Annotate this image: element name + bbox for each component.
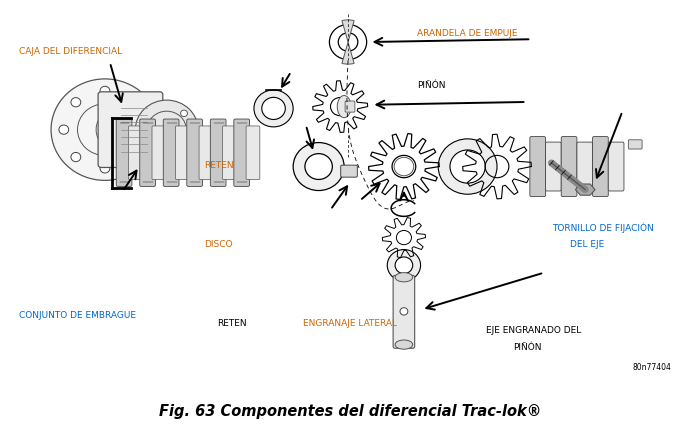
Polygon shape <box>575 184 595 195</box>
Circle shape <box>181 143 188 149</box>
Text: DISCO: DISCO <box>204 240 233 249</box>
Circle shape <box>135 100 198 159</box>
FancyBboxPatch shape <box>140 119 155 186</box>
Text: 80n77404: 80n77404 <box>632 363 671 372</box>
Circle shape <box>400 308 408 315</box>
Text: PIÑÓN: PIÑÓN <box>513 343 542 352</box>
Ellipse shape <box>395 273 413 282</box>
Text: RETEN: RETEN <box>204 161 234 170</box>
FancyBboxPatch shape <box>593 137 608 196</box>
Circle shape <box>71 152 80 162</box>
Circle shape <box>130 98 139 107</box>
Circle shape <box>51 79 159 180</box>
FancyBboxPatch shape <box>246 126 260 179</box>
Circle shape <box>438 139 497 194</box>
Ellipse shape <box>96 116 114 143</box>
Circle shape <box>59 125 69 134</box>
Text: Fig. 63 Componentes del diferencial Trac-lok®: Fig. 63 Componentes del diferencial Trac… <box>159 404 541 419</box>
FancyBboxPatch shape <box>629 140 642 149</box>
Text: ARANDELA DE EMPUJE: ARANDELA DE EMPUJE <box>417 29 518 38</box>
FancyBboxPatch shape <box>345 101 355 112</box>
FancyBboxPatch shape <box>199 126 213 179</box>
Ellipse shape <box>394 158 414 176</box>
Circle shape <box>71 98 80 107</box>
FancyBboxPatch shape <box>176 126 189 179</box>
Circle shape <box>254 90 293 127</box>
Circle shape <box>262 97 286 119</box>
FancyBboxPatch shape <box>561 137 577 196</box>
Circle shape <box>141 125 151 134</box>
Circle shape <box>387 250 421 281</box>
FancyBboxPatch shape <box>608 142 624 191</box>
Text: CAJA DEL DIFERENCIAL: CAJA DEL DIFERENCIAL <box>20 47 122 56</box>
FancyBboxPatch shape <box>223 126 237 179</box>
Circle shape <box>395 257 413 273</box>
Text: EJE ENGRANADO DEL: EJE ENGRANADO DEL <box>486 326 581 335</box>
Circle shape <box>100 164 110 173</box>
FancyBboxPatch shape <box>210 119 226 186</box>
FancyBboxPatch shape <box>98 92 163 167</box>
Circle shape <box>130 152 139 162</box>
Wedge shape <box>342 20 354 42</box>
Circle shape <box>330 24 367 59</box>
Text: TORNILLO DE FIJACIÓN: TORNILLO DE FIJACIÓN <box>552 223 655 233</box>
Ellipse shape <box>337 95 351 118</box>
Text: PIÑÓN: PIÑÓN <box>417 81 446 90</box>
Circle shape <box>305 154 332 179</box>
FancyBboxPatch shape <box>577 142 593 191</box>
Circle shape <box>338 33 358 51</box>
FancyBboxPatch shape <box>163 119 179 186</box>
Text: ENGRANAJE LATERAL: ENGRANAJE LATERAL <box>303 319 398 328</box>
Wedge shape <box>342 42 354 64</box>
FancyBboxPatch shape <box>116 119 132 186</box>
Ellipse shape <box>395 340 413 349</box>
FancyBboxPatch shape <box>545 142 561 191</box>
FancyBboxPatch shape <box>129 126 142 179</box>
FancyBboxPatch shape <box>234 119 249 186</box>
FancyBboxPatch shape <box>393 275 414 348</box>
FancyBboxPatch shape <box>530 137 545 196</box>
Text: CONJUNTO DE EMBRAGUE: CONJUNTO DE EMBRAGUE <box>20 311 136 320</box>
Text: DEL EJE: DEL EJE <box>570 240 604 249</box>
FancyBboxPatch shape <box>187 119 202 186</box>
Circle shape <box>450 150 485 183</box>
FancyBboxPatch shape <box>152 126 166 179</box>
Circle shape <box>293 143 344 190</box>
Circle shape <box>100 86 110 95</box>
Circle shape <box>181 110 188 116</box>
FancyBboxPatch shape <box>341 165 358 177</box>
Text: RETEN: RETEN <box>218 319 247 328</box>
